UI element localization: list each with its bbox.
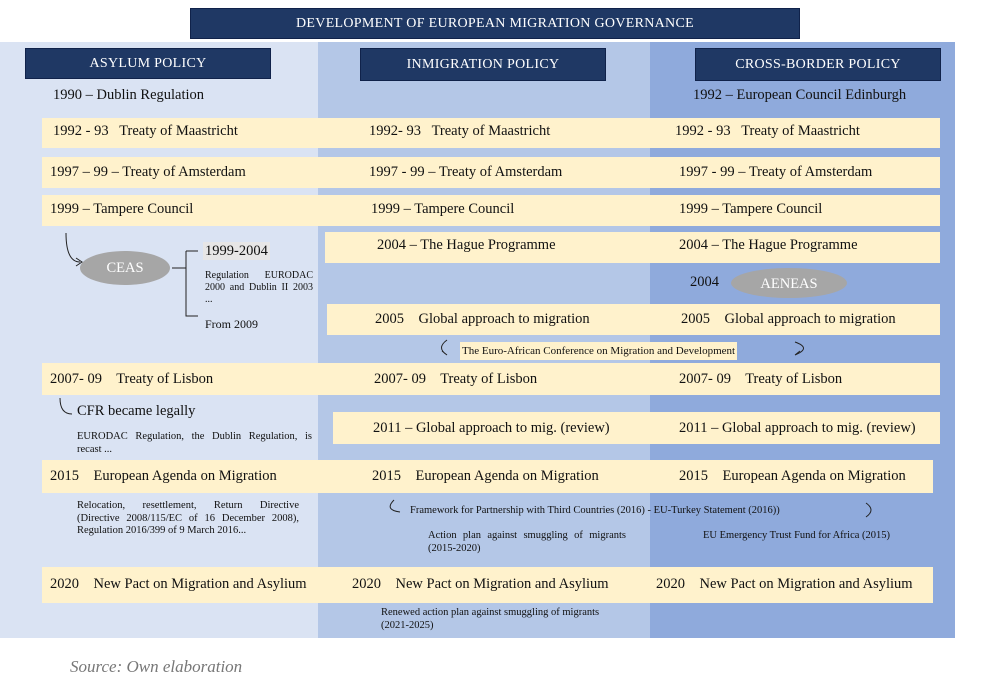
note: EURODAC Regulation, the Dublin Regulatio…	[77, 431, 312, 455]
ceas-from: From 2009	[205, 317, 259, 331]
note: CFR became legally	[77, 403, 196, 419]
note: Renewed action plan against smuggling of…	[381, 607, 600, 631]
milestone: 2020 New Pact on Migration and Asylium	[50, 576, 307, 592]
milestone: 2015 European Agenda on Migration	[50, 468, 277, 484]
source: Source: Own elaboration	[70, 657, 243, 676]
milestone: 2015 European Agenda on Migration	[679, 468, 906, 484]
arrow	[65, 232, 81, 263]
milestone: 2007- 09 Treaty of Lisbon	[50, 371, 214, 387]
milestone: 2005 Global approach to migration	[375, 311, 590, 327]
ceas-label: CEAS	[106, 260, 144, 276]
aeneas-label: AENEAS	[760, 276, 818, 292]
band	[333, 412, 940, 444]
milestone: 1992 – European Council Edinburgh	[693, 87, 907, 103]
milestone: 1997 - 99 – Treaty of Amsterdam	[679, 164, 873, 180]
milestone: 1999 – Tampere Council	[371, 201, 515, 217]
milestone: 2004 – The Hague Programme	[377, 237, 556, 253]
band	[42, 567, 933, 603]
milestone: 2004 – The Hague Programme	[679, 237, 858, 253]
ceas-note: Regulation EURODAC 2000 and Dublin II 20…	[205, 270, 313, 305]
milestone: 2020 New Pact on Migration and Asylium	[656, 576, 913, 592]
ceas-ellipse	[80, 251, 170, 285]
arrow	[441, 339, 448, 356]
band	[42, 460, 933, 493]
note: Framework for Partnership with Third Cou…	[410, 505, 780, 516]
arrow	[794, 341, 804, 356]
band	[325, 232, 940, 263]
milestone: 1999 – Tampere Council	[679, 201, 823, 217]
milestone: 1990 – Dublin Regulation	[53, 87, 205, 103]
milestone: 2011 – Global approach to mig. (review)	[373, 420, 610, 436]
arrow	[59, 397, 73, 415]
aeneas-year: 2004	[690, 274, 719, 290]
title: DEVELOPMENT OF EUROPEAN MIGRATION GOVERN…	[190, 8, 800, 39]
note: The Euro-African Conference on Migration…	[460, 342, 738, 360]
milestone: 1997 - 99 – Treaty of Amsterdam	[369, 164, 563, 180]
arrow	[865, 502, 872, 518]
band	[42, 195, 940, 226]
column-header: CROSS-BORDER POLICY	[695, 48, 941, 81]
column-header: INMIGRATION POLICY	[360, 48, 606, 81]
milestone: 1992- 93 Treaty of Maastricht	[369, 123, 551, 139]
bracket	[172, 250, 198, 317]
milestone: 2007- 09 Treaty of Lisbon	[374, 371, 538, 387]
milestone: 2020 New Pact on Migration and Asylium	[352, 576, 609, 592]
milestone: 1997 – 99 – Treaty of Amsterdam	[50, 164, 246, 180]
band	[327, 304, 940, 335]
note: EU Emergency Trust Fund for Africa (2015…	[703, 530, 891, 541]
note: Action plan against smuggling of migrant…	[428, 530, 626, 554]
milestone: 1999 – Tampere Council	[50, 201, 194, 217]
band	[42, 363, 940, 395]
band	[42, 157, 940, 188]
milestone: 2015 European Agenda on Migration	[372, 468, 599, 484]
milestone: 1992 - 93 Treaty of Maastricht	[675, 123, 860, 139]
milestone: 1992 - 93 Treaty of Maastricht	[53, 123, 238, 139]
milestone: 2011 – Global approach to mig. (review)	[679, 420, 916, 436]
note: Relocation, resettlement, Return Directi…	[77, 500, 299, 536]
column-header: ASYLUM POLICY	[25, 48, 271, 79]
band	[42, 118, 940, 148]
arrow-head	[75, 257, 83, 267]
milestone: 2005 Global approach to migration	[681, 311, 896, 327]
arrow	[389, 499, 401, 513]
milestone: 2007- 09 Treaty of Lisbon	[679, 371, 843, 387]
ceas-period: 1999-2004	[203, 242, 270, 260]
aeneas-ellipse	[731, 268, 847, 298]
